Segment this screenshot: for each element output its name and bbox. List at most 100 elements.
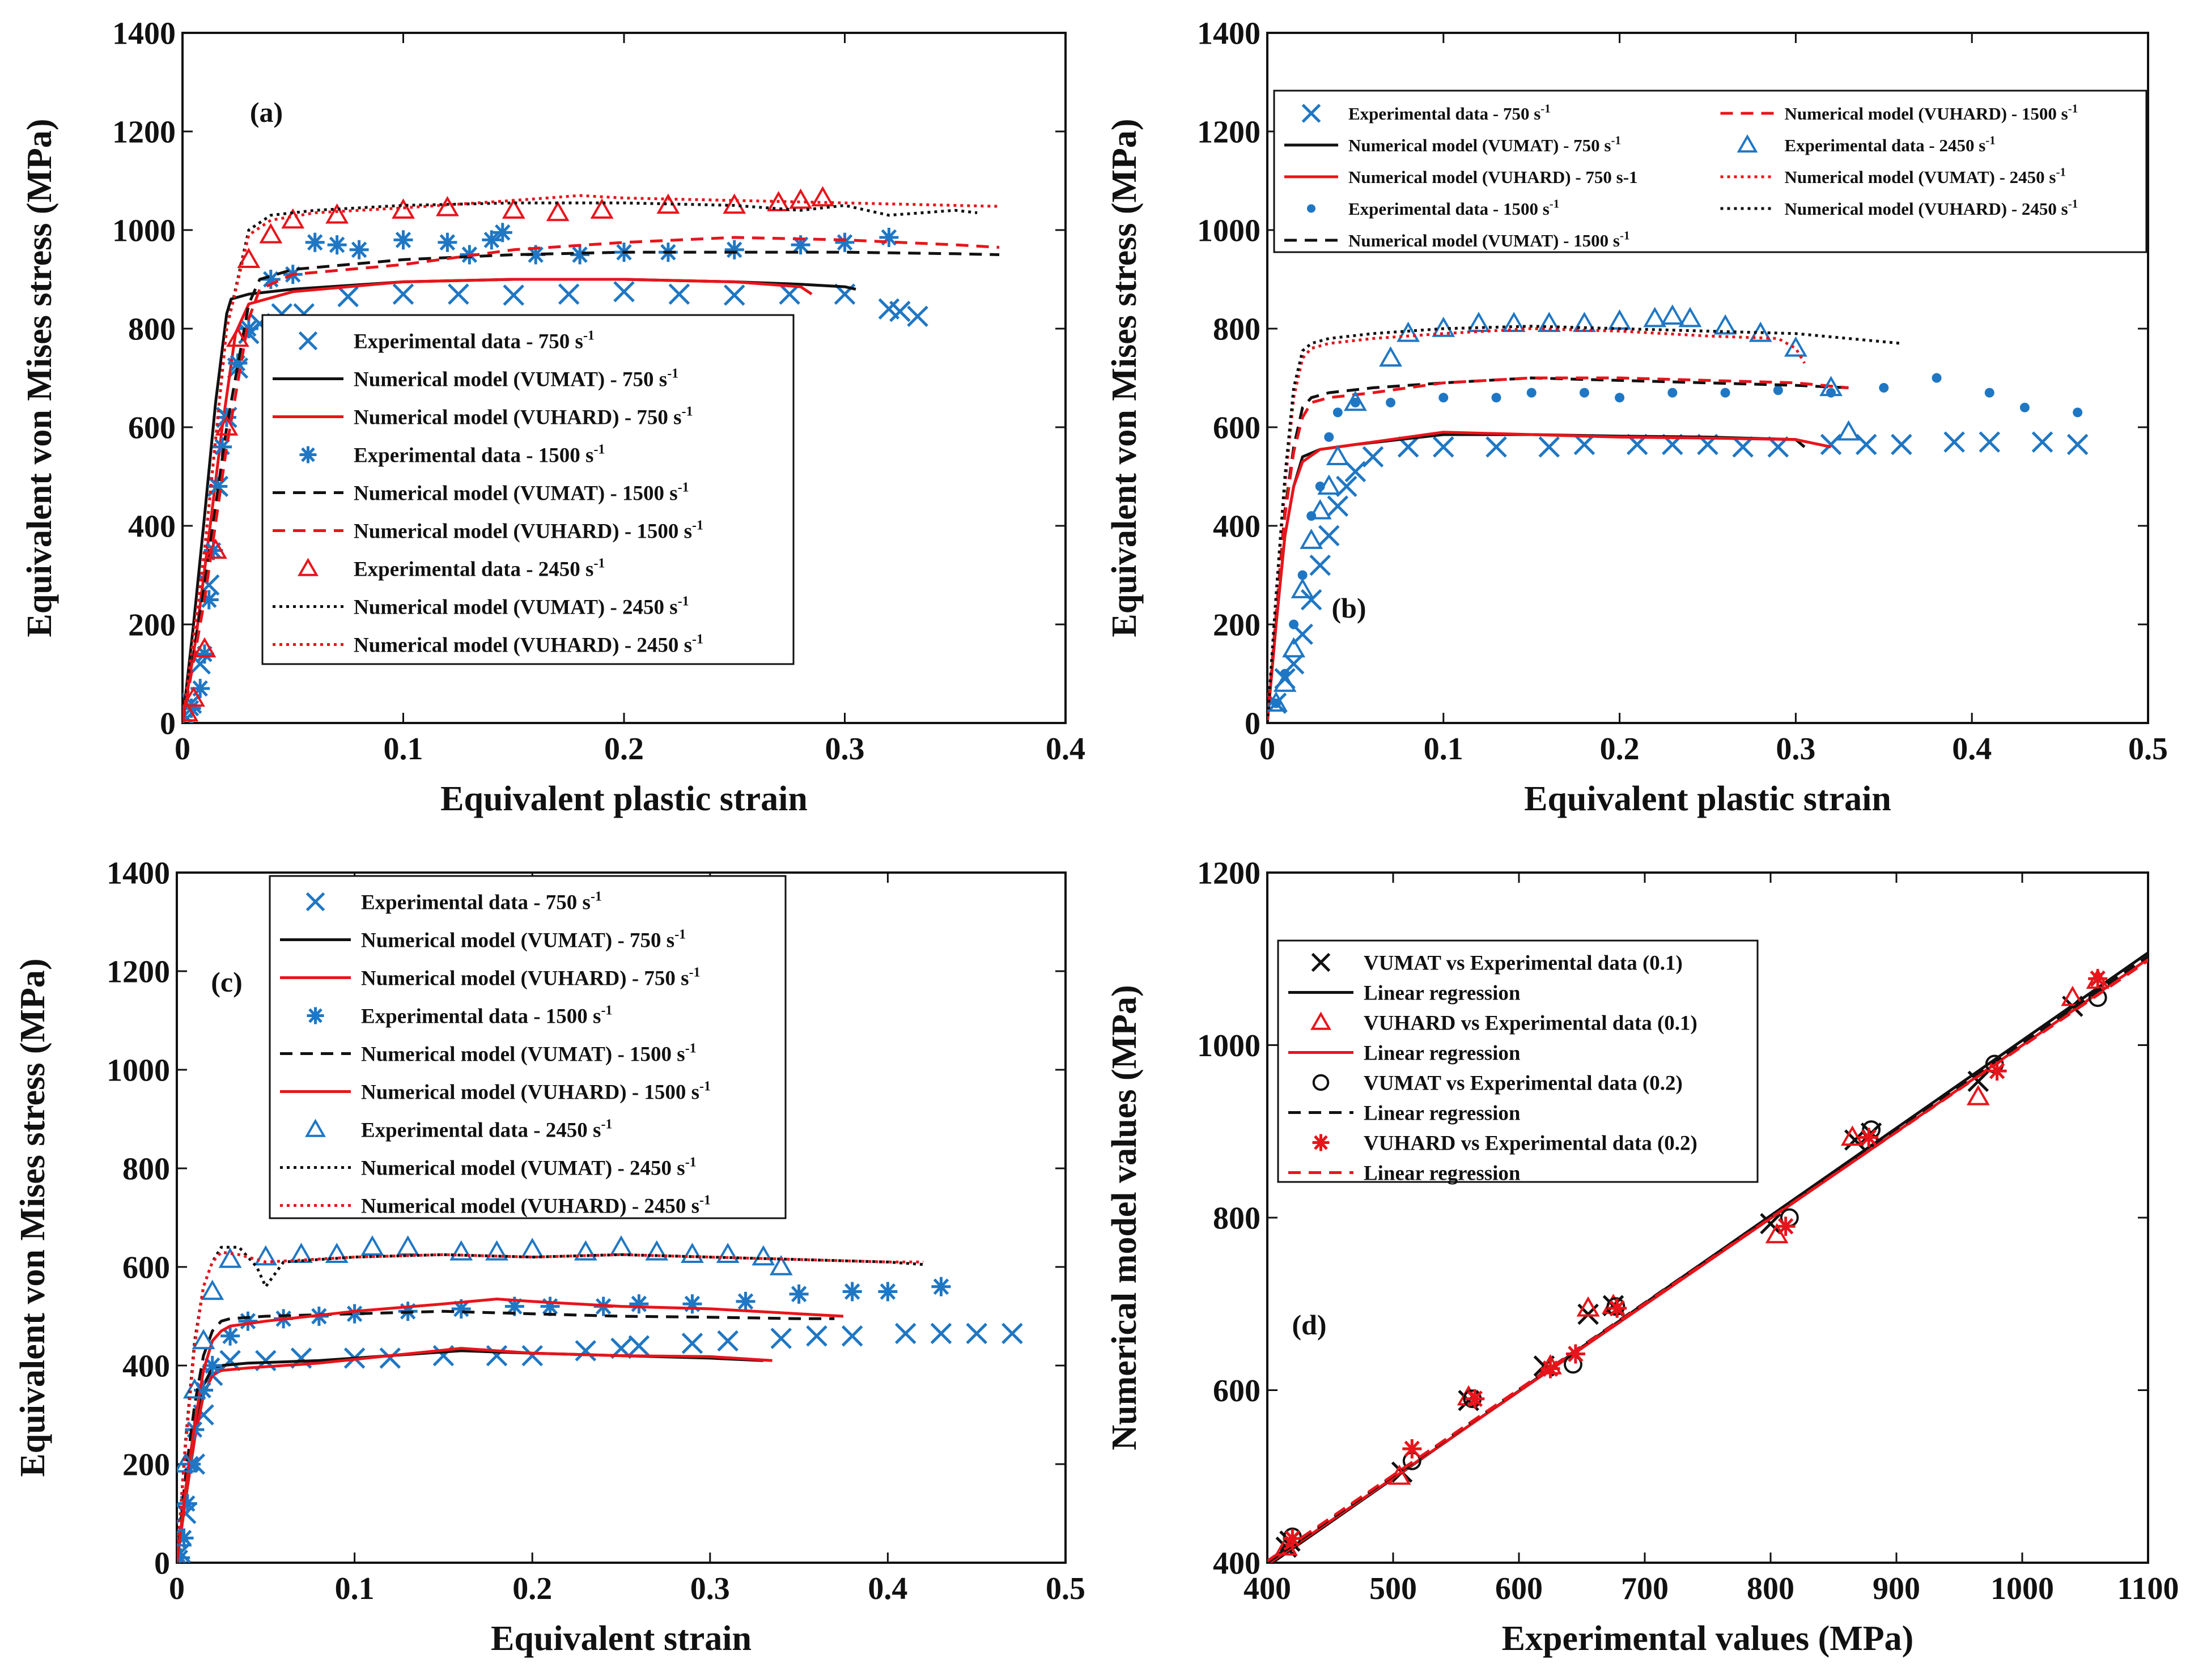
data-point-b-0 — [1820, 433, 1842, 456]
legend-label-d-5: Linear regression — [1364, 1101, 1521, 1125]
y-tick-label-d: 1200 — [1197, 856, 1260, 891]
y-tick-label-b: 800 — [1213, 312, 1260, 347]
data-point-c-3 — [345, 1304, 364, 1324]
series-line-c-7 — [177, 1245, 924, 1563]
data-point-c-3 — [842, 1282, 862, 1302]
data-point-c-3 — [177, 1528, 194, 1548]
data-point-a-0 — [668, 283, 690, 305]
data-point-a-6 — [546, 201, 570, 222]
y-tick-label-d: 800 — [1213, 1201, 1260, 1236]
legend-label-main-d-2: VUHARD vs Experimental data (0.1) — [1364, 1011, 1697, 1035]
data-point-c-6 — [360, 1235, 384, 1256]
data-point-a-0 — [613, 280, 635, 303]
y-tick-label-a: 1000 — [112, 214, 176, 249]
data-point-a-3 — [482, 230, 502, 250]
legend-label-main-a-2: Numerical model (VUHARD) - 750 s — [354, 406, 682, 429]
data-point-c-6 — [201, 1279, 224, 1300]
series-c-3-markers — [177, 1277, 951, 1563]
data-point-a-3 — [438, 232, 457, 252]
legend-box-c — [269, 875, 787, 1219]
legend-label-main-d-5: Linear regression — [1364, 1101, 1521, 1125]
legend-label-main-d-7: Linear regression — [1364, 1162, 1521, 1185]
legend-label-sup-a-3: -1 — [593, 443, 605, 457]
legend-box-b — [1273, 90, 2147, 253]
data-point-c-3 — [540, 1296, 560, 1316]
data-point-b-6 — [1308, 499, 1332, 520]
legend-label-a-6: Experimental data - 2450 s-1 — [354, 556, 605, 581]
legend-label-sup-a-5: -1 — [692, 518, 703, 533]
legend-label-main-d-1: Linear regression — [1364, 981, 1521, 1005]
series-line-a-2 — [182, 278, 813, 723]
legend-label-d-1: Linear regression — [1364, 981, 1521, 1005]
legend-label-c-7: Numerical model (VUMAT) - 2450 s-1 — [361, 1155, 697, 1180]
panel-label-a: (a) — [250, 96, 283, 128]
x-tick-label-d: 400 — [1243, 1571, 1291, 1606]
data-point-d-6 — [1859, 1128, 1879, 1147]
data-point-c-0 — [770, 1328, 792, 1349]
y-tick-label-c: 600 — [122, 1251, 170, 1286]
data-point-b-3 — [1491, 393, 1501, 403]
data-point-b-3 — [1386, 398, 1396, 407]
data-point-a-0 — [907, 305, 928, 328]
series-d-6-markers — [1283, 969, 2108, 1549]
legend-label-sup-b-8: -1 — [2068, 197, 2078, 210]
y-tick-label-d: 600 — [1213, 1373, 1260, 1409]
data-point-b-3 — [1332, 407, 1343, 418]
data-point-d-6 — [1776, 1217, 1796, 1236]
series-layer-a — [182, 186, 1000, 723]
y-tick-label-a: 400 — [128, 509, 176, 545]
data-point-a-6 — [435, 195, 459, 216]
legend-label-main-c-7: Numerical model (VUMAT) - 2450 s — [361, 1156, 685, 1180]
x-tick-label-b: 0.1 — [1424, 731, 1463, 767]
legend-label-main-b-6: Experimental data - 2450 s — [1785, 135, 1986, 155]
data-point-d-2 — [1966, 1084, 1990, 1105]
legend-label-main-b-1: Numerical model (VUMAT) - 750 s — [1348, 135, 1611, 155]
panel-c: 0 0.1 0.2 0.3 0.4 0.5 0 200 400 600 800 1000 1200 140… — [14, 856, 1085, 1658]
data-point-d-2 — [1765, 1223, 1789, 1244]
legend-marker-b-6 — [1737, 134, 1758, 153]
x-tick-label-a: 0 — [175, 731, 190, 767]
legend-label-main-b-5: Numerical model (VUHARD) - 1500 s — [1785, 104, 2068, 124]
legend-label-main-a-5: Numerical model (VUHARD) - 1500 s — [354, 520, 692, 543]
series-line-a-4 — [182, 250, 1000, 723]
y-axis-label-a: Equivalent von Mises stress (MPa) — [20, 118, 59, 637]
data-point-c-6 — [449, 1240, 473, 1261]
legend-marker-c-6 — [305, 1118, 326, 1137]
data-point-a-3 — [190, 679, 210, 699]
data-point-b-0 — [1855, 433, 1877, 456]
y-tick-label-c: 1400 — [107, 856, 170, 891]
data-point-a-0 — [392, 283, 414, 305]
legend-label-c-4: Numerical model (VUMAT) - 1500 s-1 — [361, 1041, 697, 1066]
data-point-c-0 — [1001, 1322, 1023, 1345]
series-line-b-4 — [1267, 376, 1849, 723]
y-tick-label-b: 400 — [1213, 509, 1260, 545]
x-tick-label-a: 0.2 — [604, 731, 644, 767]
data-point-a-3 — [261, 270, 281, 289]
series-layer-c — [177, 1235, 1023, 1563]
legend-label-c-0: Experimental data - 750 s-1 — [361, 890, 602, 915]
data-point-c-0 — [806, 1325, 827, 1347]
data-point-b-0 — [2031, 431, 2053, 453]
x-tick-label-c: 0.2 — [512, 1571, 552, 1606]
data-point-a-3 — [182, 698, 201, 718]
x-tick-label-d: 900 — [1873, 1571, 1920, 1606]
data-point-a-0 — [503, 284, 525, 306]
y-tick-label-b: 1000 — [1197, 214, 1260, 249]
legend-label-b-1: Numerical model (VUMAT) - 750 s-1 — [1348, 133, 1621, 155]
x-axis-label-c: Equivalent strain — [491, 1619, 752, 1658]
legend-label-d-6: VUHARD vs Experimental data (0.2) — [1364, 1132, 1697, 1155]
legend-label-sup-b-7: -1 — [2056, 165, 2066, 178]
data-point-b-0 — [2066, 433, 2089, 456]
y-tick-label-a: 600 — [128, 411, 176, 446]
legend-label-main-c-2: Numerical model (VUHARD) - 750 s — [361, 967, 689, 990]
data-point-d-6 — [2088, 969, 2108, 989]
x-tick-label-d: 1100 — [2117, 1571, 2179, 1606]
legend-marker-d-4 — [1312, 1074, 1330, 1091]
legend-label-c-8: Numerical model (VUHARD) - 2450 s-1 — [361, 1193, 711, 1218]
data-point-a-6 — [723, 193, 746, 214]
legend-marker-a-0 — [298, 331, 318, 351]
y-axis-label-c: Equivalent von Mises stress (MPa) — [14, 958, 52, 1477]
data-point-a-0 — [337, 286, 359, 308]
data-point-c-0 — [681, 1333, 703, 1354]
series-a-6-markers — [182, 186, 834, 722]
